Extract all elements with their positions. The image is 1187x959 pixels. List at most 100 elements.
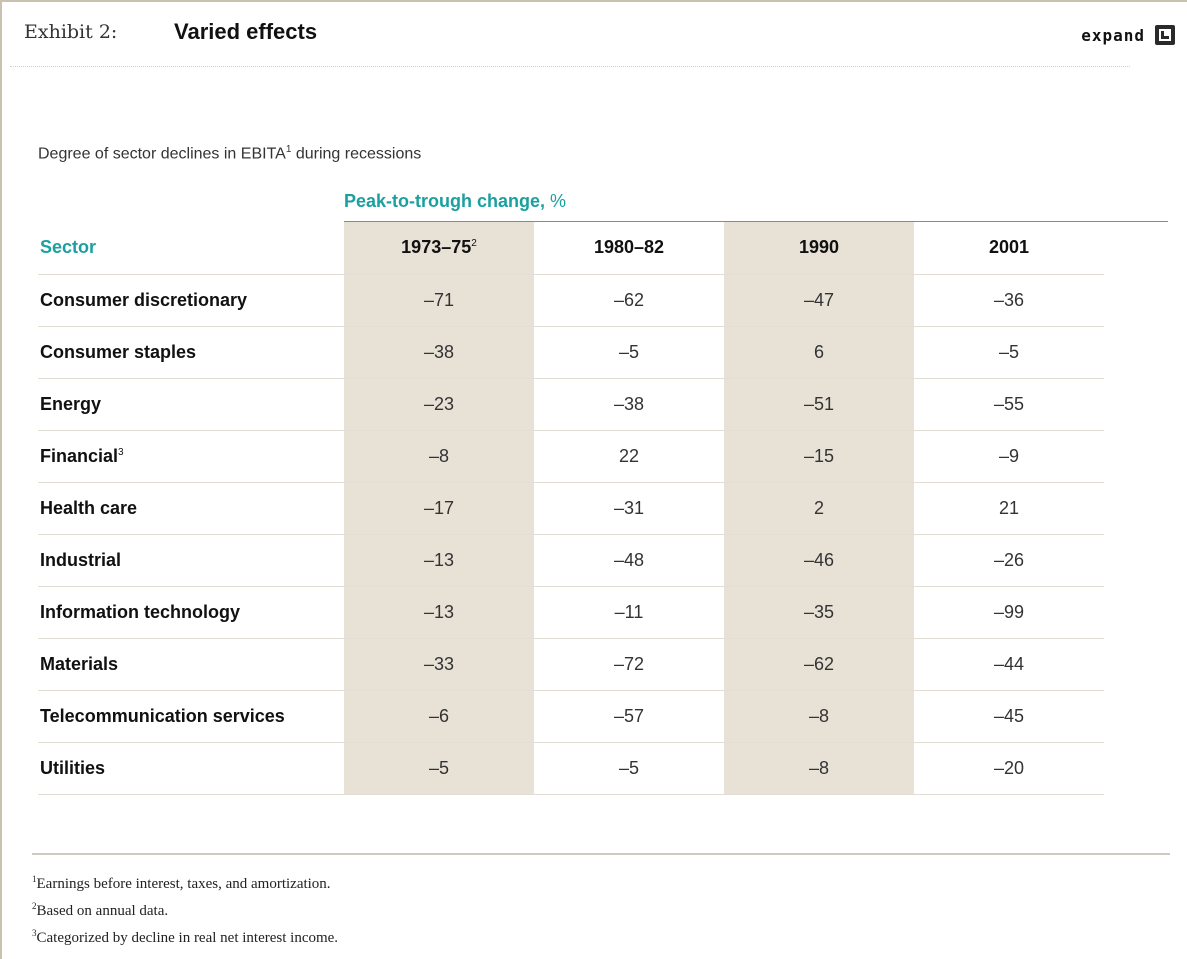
value-cell: –31: [534, 482, 724, 535]
value-cell: –5: [534, 326, 724, 379]
expand-label: expand: [1081, 25, 1145, 45]
value-cell: –15: [724, 430, 914, 483]
value-cell: –33: [344, 638, 534, 691]
exhibit-title: Varied effects: [174, 19, 318, 44]
sector-label: Information technology: [40, 601, 240, 622]
column-header-1980-82: 1980–82: [534, 222, 724, 275]
sector-footnote: 3: [118, 446, 124, 458]
exhibit-label: Exhibit 2:: [24, 21, 118, 43]
value-cell: –71: [344, 274, 534, 327]
sector-name: Industrial: [38, 534, 344, 587]
table-row: Utilities –5 –5 –8 –20: [38, 742, 1104, 795]
footnotes: 1Earnings before interest, taxes, and am…: [32, 868, 338, 949]
value-cell: 22: [534, 430, 724, 483]
column-header-label: 1973–75: [401, 237, 472, 258]
footer-divider: [32, 853, 1170, 855]
column-group-label: Peak-to-trough change, %: [344, 191, 566, 212]
chart-subtitle-footnote: 1: [285, 144, 292, 155]
value-cell: –55: [914, 378, 1104, 431]
footnote-mark: 3: [32, 928, 37, 938]
expand-button[interactable]: expand: [1081, 23, 1175, 47]
sector-name: Financial3: [38, 430, 344, 483]
sector-name: Consumer staples: [38, 326, 344, 379]
value-cell: –6: [344, 690, 534, 743]
value-cell: –57: [534, 690, 724, 743]
value-cell: –62: [724, 638, 914, 691]
sector-label: Materials: [40, 653, 119, 674]
sector-label: Consumer staples: [40, 341, 197, 362]
expand-icon: [1155, 25, 1175, 45]
data-table: Sector 1973–752 1980–82 1990 2001 Consum…: [38, 222, 1104, 795]
table-row: Telecommunication services –6 –57 –8 –45: [38, 690, 1104, 743]
sector-column-header: Sector: [38, 222, 344, 275]
value-cell: –17: [344, 482, 534, 535]
value-cell: –8: [344, 430, 534, 483]
sector-label: Consumer discretionary: [40, 289, 248, 310]
table-row: Health care –17 –31 2 21: [38, 482, 1104, 535]
value-cell: –62: [534, 274, 724, 327]
value-cell: –47: [724, 274, 914, 327]
column-group-text: Peak-to-trough change,: [344, 191, 546, 211]
value-cell: 2: [724, 482, 914, 535]
sector-name: Materials: [38, 638, 344, 691]
footnote-1: 1Earnings before interest, taxes, and am…: [32, 868, 338, 895]
sector-name: Energy: [38, 378, 344, 431]
column-header-label: 1980–82: [593, 237, 665, 258]
value-cell: –11: [534, 586, 724, 639]
value-cell: –38: [534, 378, 724, 431]
sector-name: Utilities: [38, 742, 344, 795]
footnote-text: Categorized by decline in real net inter…: [36, 930, 339, 946]
column-header-1973-75: 1973–752: [344, 222, 534, 275]
table-row: Financial3 –8 22 –15 –9: [38, 430, 1104, 483]
table-row: Information technology –13 –11 –35 –99: [38, 586, 1104, 639]
column-group-rule: [344, 221, 1168, 222]
table-header-row: Sector 1973–752 1980–82 1990 2001: [38, 222, 1104, 275]
value-cell: –36: [914, 274, 1104, 327]
column-header-footnote: 2: [471, 238, 477, 250]
value-cell: –44: [914, 638, 1104, 691]
value-cell: –9: [914, 430, 1104, 483]
value-cell: –48: [534, 534, 724, 587]
sector-label: Energy: [40, 393, 102, 414]
column-header-label: 2001: [988, 237, 1030, 258]
column-group-unit: %: [550, 191, 567, 211]
table-row: Energy –23 –38 –51 –55: [38, 378, 1104, 431]
value-cell: –72: [534, 638, 724, 691]
value-cell: –51: [724, 378, 914, 431]
table-row: Consumer staples –38 –5 6 –5: [38, 326, 1104, 379]
column-header-1990: 1990: [724, 222, 914, 275]
exhibit-header: Exhibit 2: Varied effects expand: [2, 2, 1187, 68]
footnote-text: Earnings before interest, taxes, and amo…: [36, 876, 331, 892]
footnote-2: 2Based on annual data.: [32, 895, 338, 922]
value-cell: –35: [724, 586, 914, 639]
sector-label: Telecommunication services: [40, 705, 285, 726]
value-cell: –45: [914, 690, 1104, 743]
sector-label: Health care: [40, 497, 138, 518]
column-header-label: 1990: [798, 237, 840, 258]
table-row: Industrial –13 –48 –46 –26: [38, 534, 1104, 587]
value-cell: –99: [914, 586, 1104, 639]
chart-subtitle-suffix: during recessions: [291, 145, 422, 163]
value-cell: –13: [344, 586, 534, 639]
sector-label: Utilities: [40, 757, 106, 778]
sector-name: Information technology: [38, 586, 344, 639]
value-cell: 6: [724, 326, 914, 379]
table-body: Consumer discretionary –71 –62 –47 –36 C…: [38, 274, 1104, 795]
value-cell: 21: [914, 482, 1104, 535]
value-cell: –8: [724, 742, 914, 795]
value-cell: –23: [344, 378, 534, 431]
value-cell: –5: [914, 326, 1104, 379]
value-cell: –5: [534, 742, 724, 795]
footnote-3: 3Categorized by decline in real net inte…: [32, 922, 338, 949]
table-row: Consumer discretionary –71 –62 –47 –36: [38, 274, 1104, 327]
sector-label: Financial: [40, 445, 119, 466]
value-cell: –13: [344, 534, 534, 587]
header-divider: [10, 66, 1130, 67]
sector-label: Industrial: [40, 549, 122, 570]
value-cell: –20: [914, 742, 1104, 795]
value-cell: –5: [344, 742, 534, 795]
value-cell: –8: [724, 690, 914, 743]
table-row: Materials –33 –72 –62 –44: [38, 638, 1104, 691]
sector-name: Health care: [38, 482, 344, 535]
